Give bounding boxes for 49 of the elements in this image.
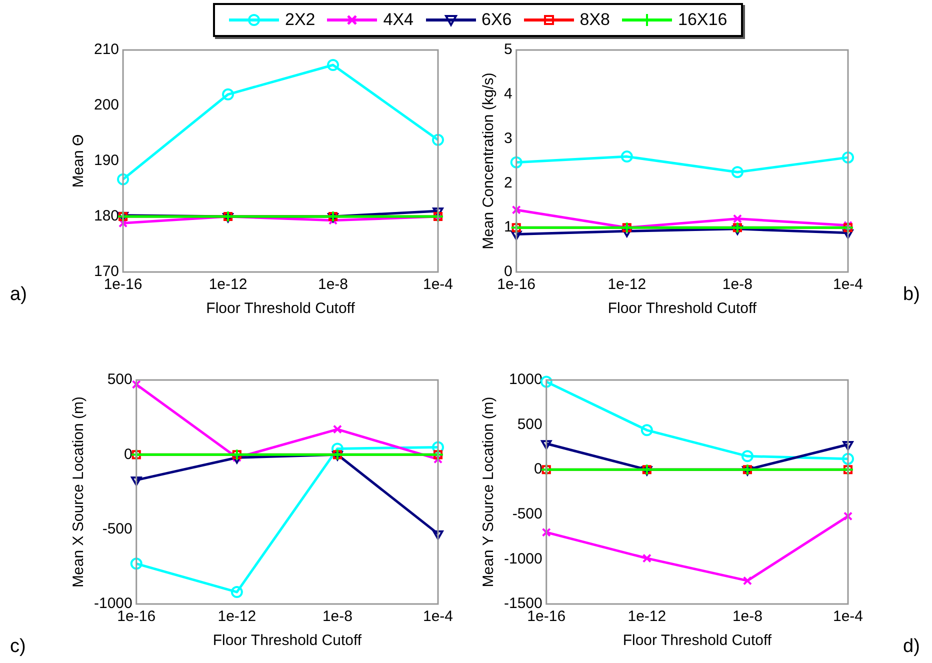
x-tick-label: 1e-12 bbox=[208, 276, 248, 294]
x-tick-label: 1e-4 bbox=[832, 608, 864, 626]
y-tick-label: 200 bbox=[94, 96, 120, 114]
x-tick-label: 1e-12 bbox=[218, 608, 256, 626]
y-tick-label: -500 bbox=[512, 506, 542, 523]
y-tick-label: 500 bbox=[107, 371, 132, 388]
x-axis-title: Floor Threshold Cutoff bbox=[206, 300, 356, 318]
y-tick-label: -1000 bbox=[504, 550, 542, 568]
x-tick-label: 1e-16 bbox=[117, 608, 156, 626]
x-tick-label: 1e-16 bbox=[104, 276, 142, 294]
x-tick-label: 1e-4 bbox=[422, 608, 454, 626]
x-axis-title: Floor Threshold Cutoff bbox=[212, 632, 362, 650]
y-tick-label: 2 bbox=[504, 174, 512, 192]
legend-label: 2X2 bbox=[285, 10, 316, 30]
text: c) bbox=[10, 636, 26, 658]
legend-label: 16X16 bbox=[678, 10, 728, 30]
y-tick-label: 5 bbox=[504, 41, 512, 58]
text: d) bbox=[903, 636, 920, 658]
legend-label: 4X4 bbox=[383, 10, 414, 30]
y-axis-title: Mean Concentration (kg/s) bbox=[480, 72, 498, 250]
y-axis-title: Mean X Source Location (m) bbox=[70, 396, 88, 588]
y-tick-label: 0 bbox=[124, 446, 132, 463]
x-axis-title: Floor Threshold Cutoff bbox=[622, 632, 772, 650]
y-tick-label: 1 bbox=[504, 218, 512, 236]
x-axis-title: Floor Threshold Cutoff bbox=[608, 300, 758, 318]
y-tick-label: 3 bbox=[504, 130, 512, 147]
y-tick-label: 4 bbox=[504, 86, 512, 103]
x-tick-label: 1e-8 bbox=[732, 608, 762, 626]
y-axis-title: Mean Θ bbox=[70, 134, 88, 188]
x-tick-label: 1e-8 bbox=[322, 608, 352, 626]
y-tick-label: 1000 bbox=[508, 371, 542, 388]
x-tick-label: 1e-12 bbox=[608, 276, 646, 294]
y-tick-label: 190 bbox=[94, 152, 120, 170]
x-tick-label: 1e-16 bbox=[527, 608, 566, 626]
legend-label: 8X8 bbox=[580, 10, 610, 30]
text: b) bbox=[903, 284, 920, 306]
x-tick-label: 1e-4 bbox=[832, 276, 864, 294]
x-tick-label: 1e-8 bbox=[318, 276, 348, 294]
y-tick-label: 180 bbox=[94, 208, 120, 225]
y-axis-title: Mean Y Source Location (m) bbox=[480, 396, 498, 588]
x-tick-label: 1e-12 bbox=[628, 608, 666, 626]
y-tick-label: 0 bbox=[534, 460, 542, 478]
y-tick-label: 500 bbox=[517, 416, 542, 433]
y-tick-label: -500 bbox=[102, 520, 132, 538]
text: a) bbox=[10, 284, 27, 306]
y-tick-label: 210 bbox=[94, 41, 120, 58]
legend-label: 6X6 bbox=[482, 10, 512, 30]
x-tick-label: 1e-8 bbox=[722, 276, 752, 294]
x-tick-label: 1e-4 bbox=[422, 276, 454, 294]
